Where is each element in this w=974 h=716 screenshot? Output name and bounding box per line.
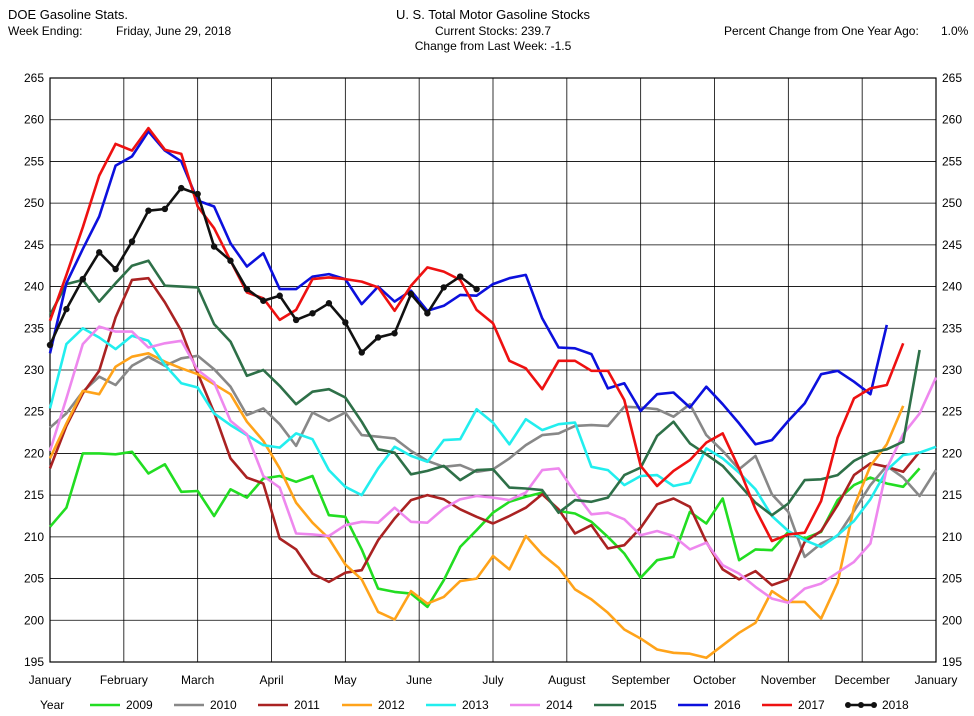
series-point-2018 — [161, 205, 169, 213]
x-tick-label: March — [181, 673, 214, 687]
x-tick-label: May — [334, 673, 357, 687]
series-point-2018 — [456, 273, 464, 280]
legend-label-2015: 2015 — [630, 698, 657, 712]
legend-title: Year — [40, 698, 64, 712]
series-point-2018 — [96, 249, 103, 256]
series-line-2012 — [48, 352, 905, 660]
y-tick-label-right: 265 — [942, 71, 962, 85]
y-tick-label-right: 250 — [942, 196, 962, 210]
x-tick-label: October — [693, 673, 736, 687]
x-tick-label: June — [406, 673, 432, 687]
y-tick-label-left: 210 — [24, 530, 44, 544]
y-tick-label-right: 260 — [942, 113, 962, 127]
y-tick-label-left: 245 — [24, 238, 44, 252]
series-point-2018 — [178, 184, 185, 192]
y-tick-label-right: 200 — [942, 613, 962, 627]
y-tick-label-left: 215 — [24, 488, 44, 502]
y-tick-label-left: 205 — [24, 572, 44, 586]
x-tick-label: August — [548, 673, 586, 687]
legend-label-2013: 2013 — [462, 698, 489, 712]
series-point-2018 — [473, 285, 480, 293]
y-tick-label-right: 205 — [942, 572, 962, 586]
x-tick-label: September — [611, 673, 670, 687]
series-point-2018 — [46, 341, 54, 349]
series-point-2018 — [194, 190, 201, 198]
y-tick-label-left: 200 — [24, 613, 44, 627]
legend-label-2009: 2009 — [126, 698, 153, 712]
series-point-2018 — [210, 243, 218, 250]
legend-label-2012: 2012 — [378, 698, 405, 712]
legend-label-2016: 2016 — [714, 698, 741, 712]
series-point-2018 — [292, 316, 300, 324]
series-line-2013 — [48, 327, 937, 549]
app-title: DOE Gasoline Stats. — [8, 7, 128, 22]
y-tick-label-left: 255 — [24, 154, 44, 168]
series-point-2018 — [276, 292, 283, 299]
x-tick-label: July — [482, 673, 503, 687]
y-tick-label-right: 235 — [942, 321, 962, 335]
y-tick-label-right: 215 — [942, 488, 962, 502]
pct-change-label: Percent Change from One Year Ago: — [724, 24, 919, 38]
x-tick-label: November — [761, 673, 816, 687]
series-point-2018 — [128, 238, 136, 245]
y-tick-label-right: 230 — [942, 363, 962, 377]
series-point-2018 — [63, 305, 70, 313]
legend-label-2018: 2018 — [882, 698, 909, 712]
chart-title: U. S. Total Motor Gasoline Stocks — [395, 7, 591, 22]
y-tick-label-right: 210 — [942, 530, 962, 544]
y-tick-label-left: 235 — [24, 321, 44, 335]
x-tick-label: February — [100, 673, 148, 687]
plot-border — [49, 77, 937, 663]
y-tick-label-left: 240 — [24, 280, 44, 294]
series-point-2018 — [309, 310, 316, 317]
series-point-2018 — [391, 330, 398, 337]
series-point-2018 — [112, 265, 119, 273]
series-point-2018 — [424, 310, 431, 317]
pct-change-value: 1.0% — [941, 24, 969, 38]
y-tick-label-right: 255 — [942, 154, 962, 168]
legend-marker-2018 — [871, 702, 877, 708]
week-ending-value: Friday, June 29, 2018 — [116, 24, 232, 38]
x-tick-label: January — [915, 673, 958, 687]
series-point-2018 — [325, 300, 333, 307]
series-point-2018 — [227, 257, 234, 264]
series-point-2018 — [358, 349, 365, 356]
legend-label-2014: 2014 — [546, 698, 573, 712]
legend-label-2017: 2017 — [798, 698, 825, 712]
y-tick-label-right: 195 — [942, 655, 962, 669]
y-tick-label-left: 195 — [24, 655, 44, 669]
series-point-2018 — [260, 297, 267, 304]
y-tick-label-right: 240 — [942, 280, 962, 294]
series-point-2018 — [407, 290, 415, 298]
series-point-2018 — [374, 334, 382, 341]
series-point-2018 — [145, 207, 152, 214]
series-point-2018 — [342, 319, 349, 326]
series-line-2014 — [48, 325, 938, 605]
series-point-2018 — [79, 275, 87, 283]
series-point-2018 — [243, 285, 251, 293]
y-tick-label-right: 225 — [942, 405, 962, 419]
current-stocks: Current Stocks: 239.7 — [434, 24, 552, 38]
series-line-2015 — [48, 259, 921, 517]
legend-marker-2018 — [858, 702, 864, 708]
x-tick-label: April — [259, 673, 283, 687]
y-tick-label-left: 230 — [24, 363, 44, 377]
legend-marker-2018 — [845, 702, 851, 708]
series-point-2018 — [440, 284, 447, 291]
y-tick-label-right: 220 — [942, 446, 962, 460]
legend-label-2011: 2011 — [294, 698, 320, 712]
y-tick-label-right: 245 — [942, 238, 962, 252]
y-tick-label-left: 260 — [24, 113, 44, 127]
legend-label-2010: 2010 — [210, 698, 237, 712]
y-tick-label-left: 250 — [24, 196, 44, 210]
y-tick-label-left: 225 — [24, 405, 44, 419]
change-last-week: Change from Last Week: -1.5 — [414, 39, 572, 53]
x-tick-label: January — [29, 673, 72, 687]
y-tick-label-left: 220 — [24, 446, 44, 460]
week-ending-label: Week Ending: — [8, 24, 83, 38]
series-line-2017 — [48, 126, 905, 543]
y-tick-label-left: 265 — [24, 71, 44, 85]
x-tick-label: December — [834, 673, 889, 687]
